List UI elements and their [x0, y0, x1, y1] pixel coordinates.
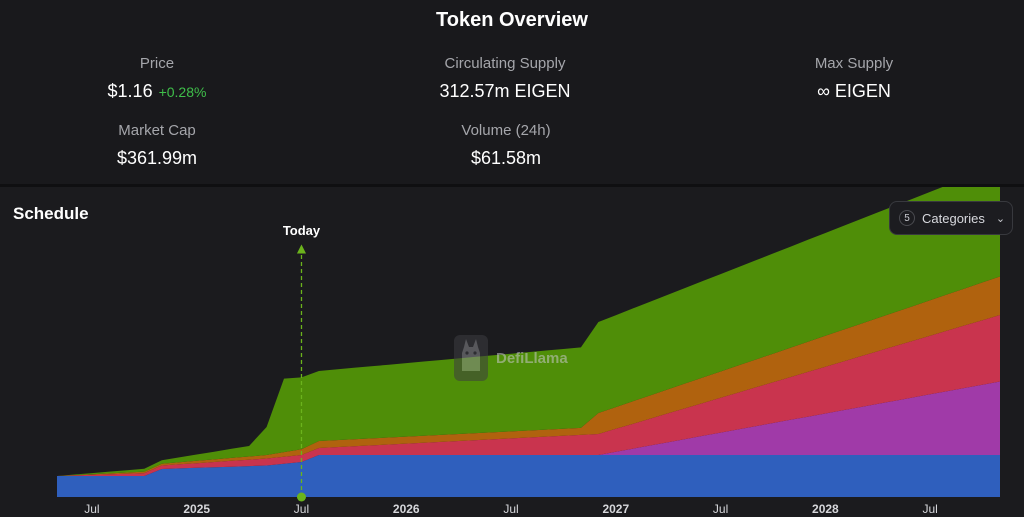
chevron-down-icon: ⌄ [995, 212, 1006, 225]
price-value-row: $1.16 +0.28% [92, 79, 222, 104]
price-change: +0.28% [158, 84, 207, 100]
x-tick-label: Jul [922, 502, 937, 516]
llama-logo-icon [454, 335, 488, 381]
circulating-supply-label: Circulating Supply [444, 55, 566, 72]
circulating-supply-value: 312.57m EIGEN [439, 81, 571, 101]
area-series-blue [57, 455, 1000, 497]
today-dot[interactable] [296, 492, 306, 502]
max-supply-label: Max Supply [814, 55, 894, 72]
volume-label: Volume (24h) [461, 122, 551, 139]
max-supply-stat: Max Supply ∞ EIGEN [784, 55, 924, 103]
x-tick-label: Jul [503, 502, 518, 516]
volume-value: $61.58m [470, 148, 542, 168]
x-tick-label: 2026 [393, 502, 420, 516]
defillama-watermark: DefiLlama [454, 335, 568, 381]
area-series-orange [57, 276, 1000, 476]
area-series-red [57, 315, 1000, 476]
price-stat: Price $1.16 +0.28% [92, 55, 222, 104]
today-marker: Today [283, 223, 321, 502]
overview-title: Token Overview [436, 9, 588, 31]
x-axis: Jul 2025 Jul 2026 Jul 2027 Jul 2028 Jul [84, 502, 938, 516]
area-series-magenta [57, 381, 1000, 476]
categories-label: Categories [922, 210, 985, 226]
token-overview-panel: Token Overview Price $1.16 +0.28% Circula… [0, 0, 1024, 184]
categories-button[interactable]: 5 Categories ⌄ [889, 201, 1013, 235]
today-label: Today [283, 223, 321, 238]
categories-count: 5 [899, 210, 915, 226]
x-tick-label: Jul [713, 502, 728, 516]
chart-areas [57, 187, 1000, 497]
max-supply-value: ∞ EIGEN [817, 81, 891, 101]
x-tick-label: Jul [294, 502, 309, 516]
market-cap-stat: Market Cap $361.99m [92, 122, 222, 170]
schedule-title: Schedule [13, 204, 89, 223]
market-cap-label: Market Cap [118, 122, 196, 139]
market-cap-value: $361.99m [116, 148, 198, 168]
x-tick-label: 2025 [183, 502, 210, 516]
volume-stat: Volume (24h) $61.58m [436, 122, 576, 170]
x-tick-label: Jul [84, 502, 99, 516]
schedule-panel: Today Jul 2025 Jul 2026 Jul 2027 Jul 2028 Jul Sc… [0, 187, 1024, 517]
section-divider [0, 184, 1024, 187]
circulating-supply-stat: Circulating Supply 312.57m EIGEN [405, 55, 605, 103]
price-value: $1.16 [107, 81, 153, 101]
x-tick-label: 2027 [602, 502, 629, 516]
unlock-schedule-chart: Today Jul 2025 Jul 2026 Jul 2027 Jul 2028 Jul [57, 187, 1000, 516]
area-series-green [57, 187, 1000, 476]
x-tick-label: 2028 [812, 502, 839, 516]
price-label: Price [139, 55, 175, 72]
watermark-text: DefiLlama [496, 349, 568, 367]
